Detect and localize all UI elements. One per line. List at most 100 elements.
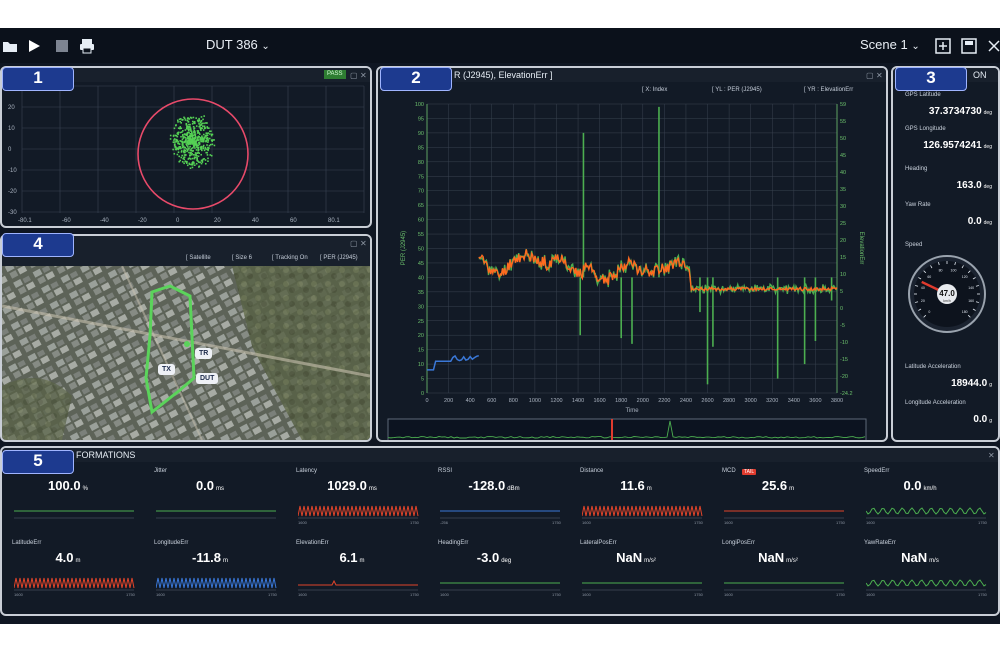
y-tick-label: 15	[418, 348, 424, 354]
metric-sparkline	[298, 505, 419, 519]
x-tick-label: 1600	[594, 398, 606, 404]
metric-label: Distance	[580, 468, 604, 474]
metric-card[interactable]: ElevationErr 6.1 m 1600 1750	[292, 538, 429, 608]
maximize-icon[interactable]: ▢	[350, 239, 358, 248]
print-button[interactable]	[77, 36, 97, 56]
metric-value: 0.0 ms	[195, 478, 225, 493]
tx-marker[interactable]: TX	[158, 364, 175, 375]
x-tick-label: 2400	[680, 398, 692, 404]
axis-max-label: 1750	[410, 592, 419, 597]
metric-sparkline	[156, 577, 277, 591]
panel-gps-info: ON GPS Latitude 37.3734730 deg GPS Longit…	[891, 66, 1000, 442]
close-icon[interactable]: ✕	[360, 239, 367, 248]
overview-navigator[interactable]	[387, 418, 867, 440]
x-tick-label: 80.1	[328, 218, 340, 224]
scene-label: Scene 1	[860, 37, 908, 52]
scene-selector[interactable]: Scene 1 ⌄	[860, 37, 920, 52]
metric-card[interactable]: SpeedErr 0.0 km/h 1600 1750	[860, 466, 997, 536]
y-axis-title: PER (J2945)	[401, 231, 407, 265]
y-tick-label: 0	[8, 147, 12, 153]
open-folder-button[interactable]	[0, 36, 20, 56]
size-option[interactable]: [ Size 6	[232, 255, 253, 261]
y-tick-label: 80	[418, 160, 424, 166]
satellite-map[interactable]	[2, 266, 370, 440]
dut-marker[interactable]: DUT	[196, 373, 219, 384]
metric-card[interactable]: HeadingErr -3.0 deg 1600 1750	[434, 538, 571, 608]
y-left-selector[interactable]: [ YL : PER (J2945)	[712, 87, 762, 93]
yr-tick-label: 20	[840, 238, 846, 244]
axis-min-label: 1600	[14, 592, 23, 597]
add-window-icon	[935, 38, 951, 54]
panel-header: R (J2945), ElevationErr ] ▢ ✕	[378, 68, 886, 82]
metric-label: LongitudeErr	[154, 540, 189, 546]
y-tick-label: 35	[418, 290, 424, 296]
metric-sparkline	[156, 510, 276, 519]
metric-sparkline	[14, 510, 134, 519]
axis-min-label: -256	[440, 520, 449, 525]
metric-sparkline	[14, 577, 135, 591]
y-right-selector[interactable]: [ YR : ElevationErr	[804, 87, 854, 93]
metric-value: -3.0 deg	[476, 550, 512, 565]
close-button[interactable]	[984, 36, 1000, 56]
close-icon[interactable]: ✕	[988, 451, 995, 460]
metric-card[interactable]: RSSI -128.0 dBm -256 1750	[434, 466, 571, 536]
metric-card[interactable]: LongiPosErr NaN m/s² 1600 1750	[718, 538, 855, 608]
y-tick-label: 75	[418, 174, 424, 180]
metric-value: NaN m/s	[901, 550, 939, 565]
panel-informations: FORMATIONS ✕ 100.0% Jitter 0.0 ms Latency 102…	[0, 446, 1000, 616]
chevron-down-icon: ⌄	[261, 41, 270, 52]
metric-card[interactable]: 100.0%	[8, 466, 145, 536]
tr-marker[interactable]: TR	[195, 348, 213, 359]
axis-min-label: 1600	[582, 592, 591, 597]
printer-icon	[80, 39, 94, 54]
metric-card[interactable]: YawRateErr NaN m/s 1600 1750	[860, 538, 997, 608]
yr-tick-label: 15	[840, 255, 846, 261]
metric-sparkline	[440, 510, 560, 519]
vehicle-marker	[184, 341, 190, 347]
metric-card[interactable]: Distance 11.6 m 1600 1750	[576, 466, 713, 536]
maximize-icon[interactable]: ▢	[350, 71, 358, 80]
tail-badge: TAIL	[742, 469, 757, 475]
metric-sparkline	[440, 582, 560, 591]
close-icon[interactable]: ✕	[360, 71, 367, 80]
drive-route	[144, 284, 196, 415]
save-icon	[961, 38, 977, 54]
y-tick-label: 0	[421, 391, 424, 397]
metric-card[interactable]: Latency 1029.0 ms 1600 1750	[292, 466, 429, 536]
metric-card[interactable]: MCD TAIL 25.6 m 1600 1750	[718, 466, 855, 536]
metric-sparkline	[866, 579, 987, 591]
y-tick-label: 85	[418, 145, 424, 151]
y-tick-label: 5	[421, 377, 424, 383]
play-button[interactable]	[24, 36, 44, 56]
scatter-plot: 20 10 0 -10 -20 -30 -80.1 -60 -40 -20 0 20 40 60 80.1	[8, 85, 365, 224]
add-panel-button[interactable]	[933, 36, 953, 56]
save-layout-button[interactable]	[959, 36, 979, 56]
metric-card[interactable]: LatitudeErr 4.0 m 1600 1750	[8, 538, 145, 608]
metric-value: 0.0 km/h	[903, 478, 937, 493]
metric-card[interactable]: LongitudeErr -11.8 m 1600 1750	[150, 538, 287, 608]
x-tick-label: -20	[138, 218, 147, 224]
x-tick-label: 3600	[809, 398, 821, 404]
close-icon	[988, 40, 1000, 52]
x-tick-label: 1000	[529, 398, 541, 404]
metric-card[interactable]: Jitter 0.0 ms	[150, 466, 287, 536]
y-tick-label: 50	[418, 247, 424, 253]
x-axis-selector[interactable]: [ X: Index	[642, 87, 668, 93]
heading-label: Heading	[905, 166, 928, 172]
x-axis-title: Time	[625, 408, 639, 414]
tracking-toggle[interactable]: [ Tracking On	[272, 255, 308, 261]
yr-tick-label: 40	[840, 170, 846, 176]
metric-label: MCD	[722, 468, 736, 474]
satellite-toggle[interactable]: [ Satellite	[186, 255, 211, 261]
dut-selector[interactable]: DUT 386 ⌄	[206, 37, 270, 52]
stop-button[interactable]	[52, 36, 72, 56]
maximize-icon[interactable]: ▢	[866, 71, 874, 80]
longitude-acceleration-label: Longitude Acceleration	[905, 400, 966, 406]
metric-label: HeadingErr	[438, 540, 469, 546]
close-icon[interactable]: ✕	[876, 71, 883, 80]
y-tick-label: 25	[418, 319, 424, 325]
axis-min-label: 1600	[156, 592, 165, 597]
per-option[interactable]: [ PER (J2945)	[320, 255, 358, 261]
metric-value: 4.0 m	[55, 550, 81, 565]
metric-card[interactable]: LateralPosErr NaN m/s² 1600 1750	[576, 538, 713, 608]
